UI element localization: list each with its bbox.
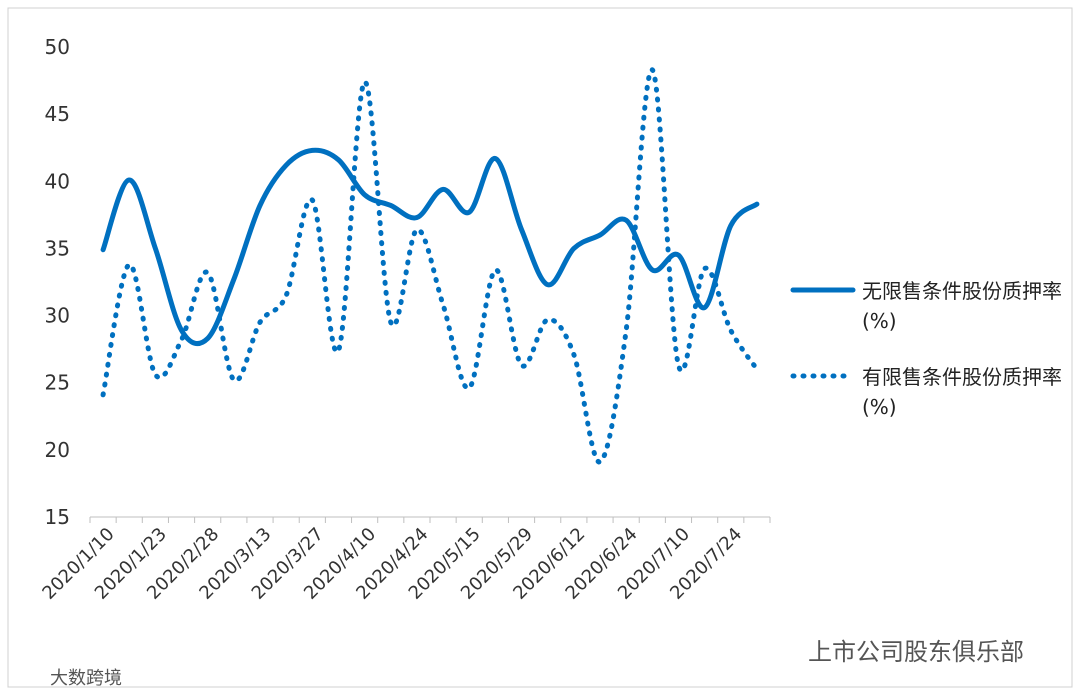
y-tick-label: 50 (45, 35, 70, 59)
legend-label: 无限售条件股份质押率(%) (862, 279, 1062, 333)
y-tick-label: 45 (45, 102, 70, 126)
watermark: 大数跨境 (50, 668, 122, 689)
legend-label: 有限售条件股份质押率(%) (862, 365, 1062, 419)
y-tick-label: 40 (45, 169, 70, 193)
y-tick-label: 35 (45, 236, 70, 260)
y-tick-label: 15 (45, 505, 70, 529)
series-line (100, 147, 760, 347)
series-line (100, 67, 760, 465)
frame (7, 7, 1073, 688)
y-tick-label: 30 (45, 304, 70, 328)
y-tick-label: 25 (45, 371, 70, 395)
y-tick-label: 20 (45, 438, 70, 462)
watermark: 上市公司股东俱乐部 (808, 638, 1024, 666)
